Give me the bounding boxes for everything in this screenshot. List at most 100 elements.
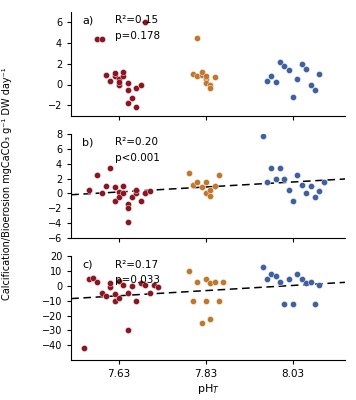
Point bbox=[203, 190, 209, 196]
Point bbox=[190, 181, 196, 188]
Point bbox=[199, 72, 205, 78]
Point bbox=[86, 276, 91, 282]
Point bbox=[138, 198, 144, 204]
Point bbox=[125, 80, 131, 87]
Point bbox=[203, 179, 209, 186]
Point bbox=[295, 76, 300, 82]
Point bbox=[125, 290, 131, 297]
Text: p=0.178: p=0.178 bbox=[115, 31, 160, 41]
Point bbox=[299, 60, 305, 67]
Point bbox=[112, 198, 117, 204]
Point bbox=[86, 186, 91, 193]
Point bbox=[199, 184, 205, 191]
Point bbox=[286, 67, 292, 73]
Point bbox=[186, 268, 192, 274]
Point bbox=[295, 271, 300, 277]
Point bbox=[312, 194, 318, 200]
Point bbox=[290, 198, 296, 204]
Point bbox=[299, 276, 305, 282]
Text: R²=0.17: R²=0.17 bbox=[115, 260, 158, 270]
Point bbox=[194, 278, 200, 285]
Point bbox=[121, 73, 126, 80]
Point bbox=[125, 201, 131, 208]
Point bbox=[108, 164, 113, 171]
Point bbox=[312, 300, 318, 307]
Point bbox=[268, 164, 274, 171]
Text: R²=0.20: R²=0.20 bbox=[115, 137, 158, 147]
Point bbox=[316, 281, 322, 288]
Point bbox=[116, 79, 122, 86]
Point bbox=[194, 73, 200, 80]
Point bbox=[264, 276, 270, 282]
Point bbox=[186, 170, 192, 176]
Point bbox=[138, 280, 144, 286]
Point bbox=[221, 279, 226, 286]
Point bbox=[155, 284, 161, 290]
Point bbox=[260, 264, 266, 270]
Point bbox=[290, 300, 296, 307]
Point bbox=[134, 104, 139, 110]
Point bbox=[199, 69, 205, 75]
Point bbox=[212, 183, 218, 189]
Point bbox=[203, 73, 209, 80]
Point bbox=[116, 189, 122, 195]
Point bbox=[208, 81, 213, 88]
Point bbox=[116, 81, 122, 88]
Point bbox=[282, 300, 287, 307]
Point bbox=[212, 74, 218, 80]
Point bbox=[121, 69, 126, 75]
X-axis label: pH$_T$: pH$_T$ bbox=[197, 382, 220, 396]
Point bbox=[108, 280, 113, 286]
Point bbox=[99, 190, 105, 196]
Point bbox=[277, 278, 283, 285]
Point bbox=[121, 190, 126, 196]
Point bbox=[121, 282, 126, 288]
Point bbox=[134, 84, 139, 91]
Point bbox=[286, 186, 292, 193]
Point bbox=[142, 190, 148, 196]
Text: c): c) bbox=[82, 260, 93, 270]
Point bbox=[299, 181, 305, 188]
Point bbox=[103, 72, 109, 78]
Point bbox=[277, 164, 283, 171]
Point bbox=[273, 79, 278, 86]
Point bbox=[216, 172, 222, 178]
Point bbox=[125, 327, 131, 334]
Point bbox=[116, 278, 122, 284]
Point bbox=[312, 86, 318, 93]
Text: b): b) bbox=[82, 137, 94, 147]
Point bbox=[212, 278, 218, 285]
Point bbox=[129, 194, 135, 200]
Point bbox=[203, 80, 209, 87]
Point bbox=[142, 281, 148, 288]
Point bbox=[112, 291, 117, 297]
Text: R²=0.15: R²=0.15 bbox=[115, 15, 158, 25]
Text: a): a) bbox=[82, 15, 93, 25]
Point bbox=[82, 345, 87, 351]
Point bbox=[208, 316, 213, 322]
Point bbox=[273, 272, 278, 279]
Point bbox=[108, 284, 113, 290]
Point bbox=[134, 186, 139, 193]
Point bbox=[142, 19, 148, 26]
Point bbox=[216, 298, 222, 304]
Point bbox=[303, 190, 309, 196]
Point bbox=[112, 184, 117, 191]
Point bbox=[129, 283, 135, 289]
Point bbox=[203, 76, 209, 82]
Point bbox=[194, 35, 200, 41]
Point bbox=[138, 81, 144, 88]
Point bbox=[99, 290, 105, 297]
Point bbox=[208, 186, 213, 193]
Point bbox=[208, 280, 213, 286]
Point bbox=[194, 179, 200, 186]
Point bbox=[208, 192, 213, 199]
Point bbox=[125, 218, 131, 225]
Point bbox=[273, 176, 278, 182]
Point bbox=[90, 275, 96, 281]
Point bbox=[264, 78, 270, 84]
Point bbox=[308, 278, 313, 285]
Point bbox=[125, 86, 131, 93]
Point bbox=[308, 81, 313, 88]
Point bbox=[316, 71, 322, 77]
